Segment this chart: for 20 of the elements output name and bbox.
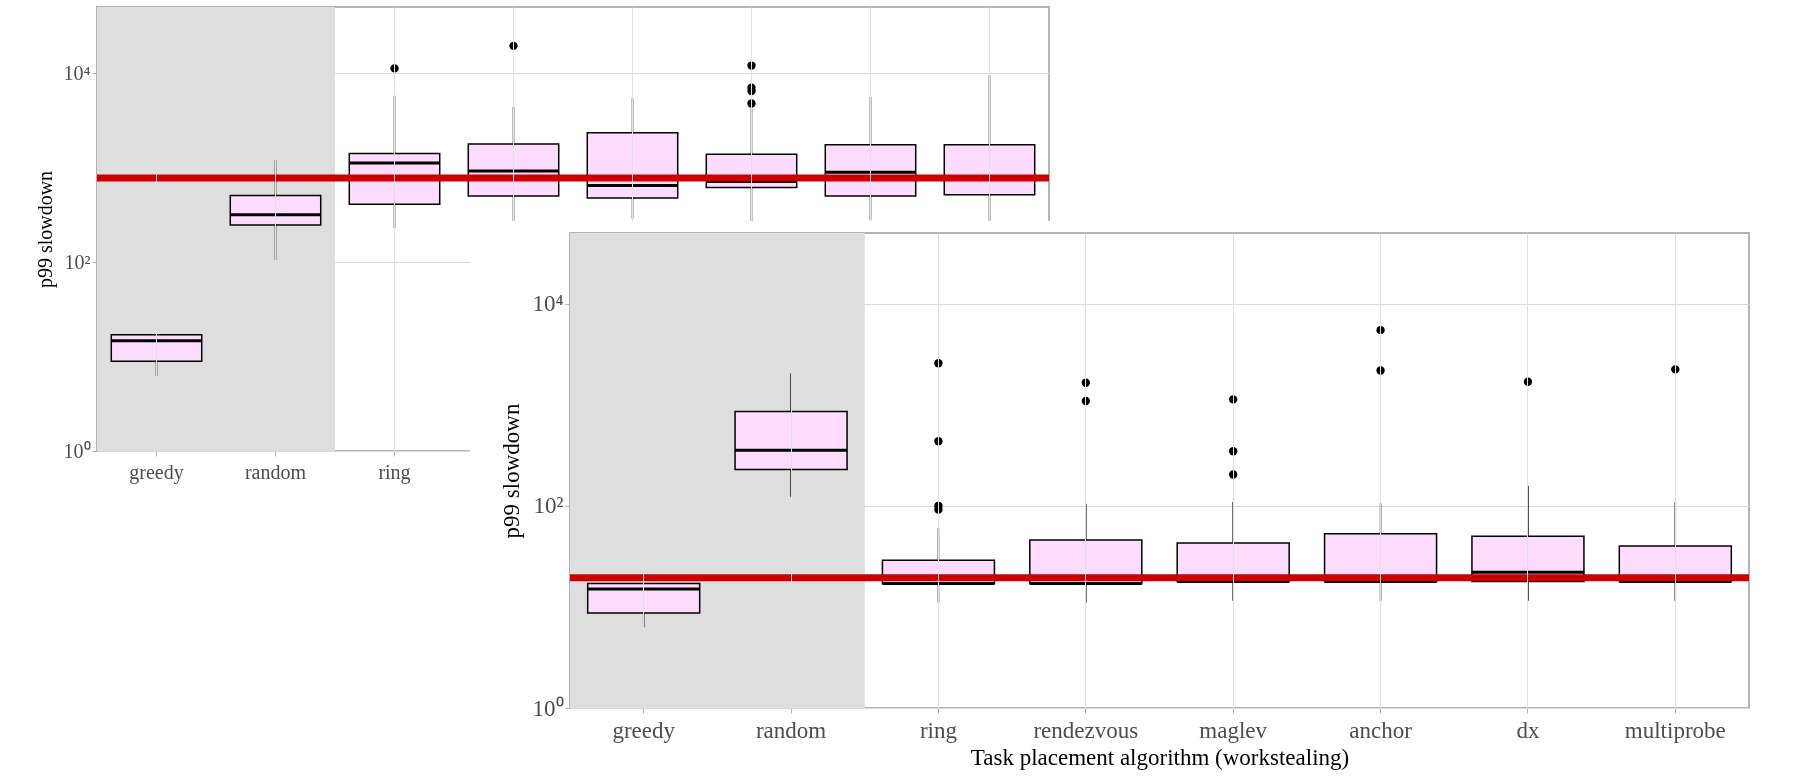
x-tick-label: multiprobe: [1624, 717, 1726, 743]
x-tick-label: random: [244, 460, 307, 483]
x-tick-label: dx: [1516, 717, 1540, 743]
x-tick-label: greedy: [129, 460, 184, 484]
y-tick-label: 10⁴: [63, 61, 91, 84]
y-tick-label: 10⁰: [63, 439, 91, 462]
x-tick-label: maglev: [1199, 717, 1268, 743]
y-tick-label: 10²: [533, 493, 564, 519]
x-axis-title: Task placement algorithm (workstealing): [970, 744, 1350, 770]
x-tick-label: random: [755, 717, 827, 743]
x-tick-label: ring: [378, 460, 411, 484]
x-tick-label: ring: [919, 717, 958, 743]
y-axis-title: p99 slowdown: [33, 170, 57, 289]
x-tick-label: rendezvous: [1033, 717, 1139, 743]
y-tick-label: 10⁴: [532, 291, 564, 317]
y-axis-title: p99 slowdown: [499, 403, 525, 539]
x-tick-label: greedy: [612, 717, 676, 743]
y-tick-label: 10⁰: [532, 695, 564, 721]
x-tick-label: anchor: [1349, 717, 1413, 743]
y-tick-label: 10²: [64, 250, 91, 273]
